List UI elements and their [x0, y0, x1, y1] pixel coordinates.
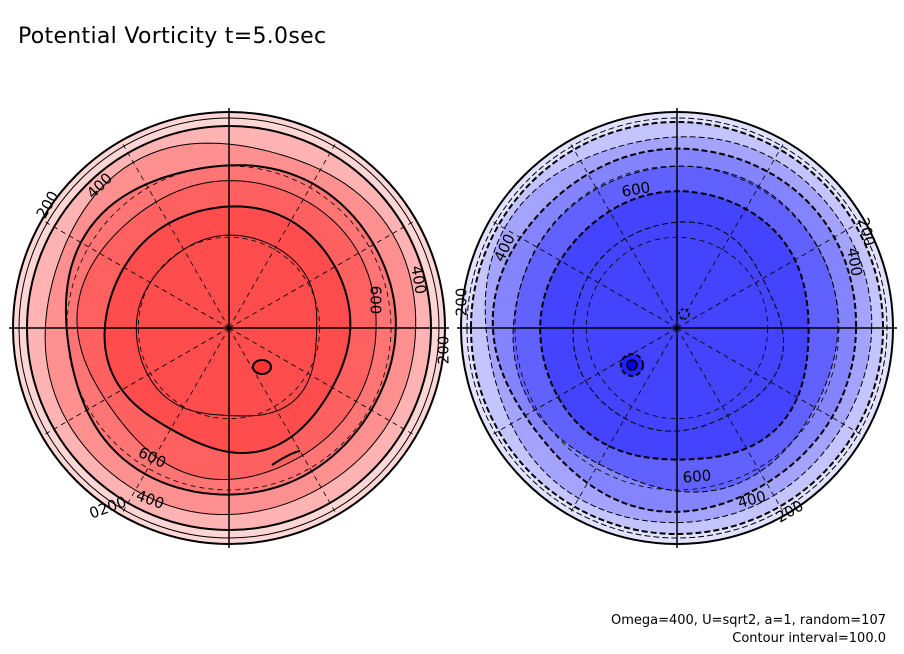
- params-annotation: Omega=400, U=sqrt2, a=1, random=107: [610, 613, 886, 628]
- right-contour-label: 600: [682, 466, 712, 486]
- left-contour-label: 600: [367, 286, 385, 315]
- right-graticule-radial: [676, 140, 786, 329]
- right-graticule-radial: [676, 327, 786, 516]
- left-contour-label: 200: [435, 336, 453, 365]
- right-graticule-radial: [489, 327, 678, 437]
- left-graticule-radial: [120, 327, 230, 516]
- right-graticule-radial: [568, 327, 678, 516]
- left-boundary-circle: [12, 111, 446, 545]
- interval-annotation: Contour interval=100.0: [732, 631, 886, 646]
- right-graticule-radial: [568, 140, 678, 329]
- left-graticule-radial: [228, 327, 338, 516]
- right-vortex-small: [678, 308, 690, 320]
- left-fill-band-5: [104, 206, 351, 453]
- right-contour-label: 600: [620, 178, 651, 201]
- left-graticule-radial: [41, 219, 230, 329]
- left-graticule-radial: [41, 327, 230, 437]
- right-boundary-circle: [460, 111, 894, 545]
- chart-title: Potential Vorticity t=5.0sec: [18, 24, 327, 49]
- left-filament: [271, 450, 301, 466]
- right-contour--600: [469, 121, 885, 535]
- left-graticule-radial: [228, 219, 417, 329]
- left-graticule-radial: [228, 327, 417, 437]
- annotation-block: Omega=400, U=sqrt2, a=1, random=107 Cont…: [611, 612, 886, 648]
- right-contour-label: 200: [453, 288, 471, 317]
- right-contour-label: 400: [843, 246, 866, 277]
- right-graticule-radial: [489, 219, 678, 329]
- right-graticule-radial: [676, 219, 865, 329]
- right-fill-band-5: [540, 191, 809, 460]
- left-graticule-radial: [228, 140, 338, 329]
- left-contour-label: 400: [407, 264, 430, 295]
- right-graticule-radial: [676, 327, 865, 437]
- right-vortex-inner: [626, 359, 638, 371]
- left-graticule-radial: [120, 140, 230, 329]
- left-vortex-feature: [252, 359, 272, 375]
